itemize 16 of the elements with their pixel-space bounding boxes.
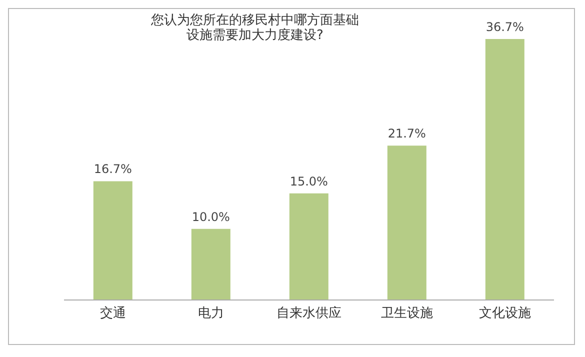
bar xyxy=(93,181,132,300)
bar xyxy=(485,39,524,300)
data-label: 10.0% xyxy=(192,210,230,224)
x-tick-label: 自来水供应 xyxy=(276,305,342,322)
x-tick-label: 交通 xyxy=(100,305,126,322)
x-tick-label: 文化设施 xyxy=(479,306,531,322)
data-label: 15.0% xyxy=(290,174,328,188)
data-label: 16.7% xyxy=(94,162,132,176)
x-tick-label: 电力 xyxy=(198,306,224,322)
bar xyxy=(191,228,230,300)
x-tick-label: 卫生设施 xyxy=(381,306,433,322)
bar xyxy=(289,193,328,300)
data-label: 21.7% xyxy=(388,126,426,141)
bar xyxy=(387,146,426,300)
data-label: 36.7% xyxy=(486,20,524,34)
chart-title: 您认为您所在的移民村中哪方面基础设施需要加大力度建设? xyxy=(150,13,360,43)
